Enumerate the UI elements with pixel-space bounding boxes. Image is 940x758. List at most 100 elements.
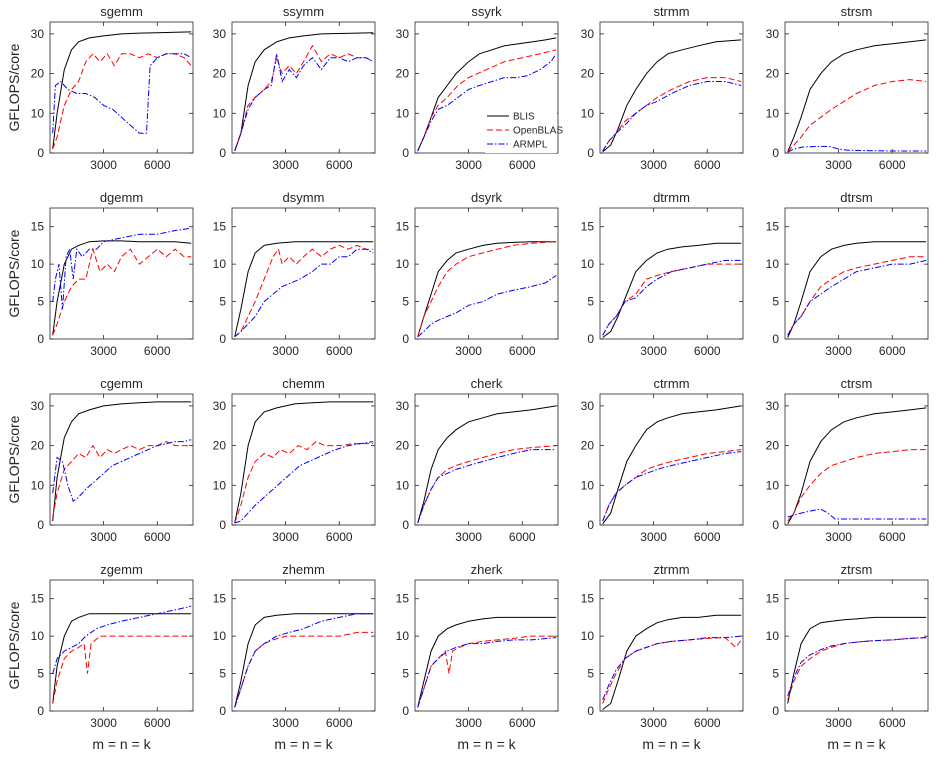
y-tick-label: 0: [37, 332, 44, 346]
y-tick-label: 15: [31, 592, 45, 606]
subplot-title: ctrsm: [841, 376, 873, 391]
y-tick-label: 0: [772, 146, 779, 160]
x-axis-label: m = n = k: [274, 736, 333, 752]
y-tick-label: 30: [396, 399, 410, 413]
x-tick-label: 3000: [90, 530, 117, 544]
y-tick-label: 30: [766, 27, 780, 41]
axes-box: [599, 21, 744, 154]
y-tick-label: 30: [31, 399, 45, 413]
series-line-openblas: [602, 449, 742, 522]
subplot-title: ctrmm: [653, 376, 689, 391]
x-tick-label: 3000: [455, 530, 482, 544]
subplot-ssymm: ssymm 0 10 20 30 3000 6000: [213, 4, 376, 172]
y-axis-label: GFLOPS/core: [6, 415, 22, 503]
y-tick-label: 5: [772, 667, 779, 681]
axes-box: [599, 579, 744, 712]
y-tick-label: 15: [213, 220, 227, 234]
x-tick-label: 6000: [879, 344, 906, 358]
series-line-armpl: [52, 227, 192, 310]
y-tick-label: 10: [396, 478, 410, 492]
x-tick-label: 3000: [272, 158, 299, 172]
series-line-openblas: [52, 441, 192, 518]
y-tick-label: 5: [587, 667, 594, 681]
axes-box: [784, 21, 929, 154]
series-line-armpl: [417, 53, 557, 152]
y-tick-label: 0: [402, 518, 409, 532]
x-axis-label: m = n = k: [642, 736, 701, 752]
y-tick-label: 5: [402, 295, 409, 309]
y-tick-label: 10: [31, 106, 45, 120]
y-axis-label: GFLOPS/core: [6, 43, 22, 131]
legend-label-blis: BLIS: [513, 112, 535, 123]
x-tick-label: 3000: [455, 716, 482, 730]
y-tick-label: 0: [402, 146, 409, 160]
series-line-blis: [602, 405, 742, 525]
x-tick-label: 6000: [144, 344, 171, 358]
series-line-blis: [417, 37, 557, 152]
x-tick-label: 3000: [825, 158, 852, 172]
series-line-blis: [52, 613, 192, 704]
axes-box: [49, 207, 194, 340]
series-line-blis: [602, 242, 742, 338]
y-tick-label: 5: [402, 667, 409, 681]
axes-box: [784, 207, 929, 340]
y-tick-label: 30: [213, 27, 227, 41]
series-line-armpl: [602, 451, 742, 522]
series-line-blis: [234, 401, 374, 524]
y-tick-label: 5: [37, 667, 44, 681]
y-tick-label: 30: [213, 399, 227, 413]
subplot-zgemm: zgemm 0 5 10 15 3000 6000 GFLOPS/core m = n = k: [6, 562, 194, 752]
y-tick-label: 10: [31, 257, 45, 271]
x-tick-label: 6000: [879, 716, 906, 730]
y-tick-label: 15: [766, 220, 780, 234]
subplot-title: cherk: [471, 376, 503, 391]
series-line-openblas: [52, 52, 192, 150]
y-tick-label: 15: [766, 592, 780, 606]
x-tick-label: 6000: [326, 530, 353, 544]
x-tick-label: 3000: [455, 344, 482, 358]
subplot-strsm: strsm 0 10 20 30 3000 6000: [766, 4, 929, 172]
subplot-title: dsyrk: [471, 190, 503, 205]
x-tick-label: 6000: [326, 344, 353, 358]
y-tick-label: 0: [37, 146, 44, 160]
series-line-blis: [52, 31, 192, 150]
subplot-chemm: chemm 0 10 20 30 3000 6000: [213, 376, 376, 544]
y-tick-label: 0: [772, 704, 779, 718]
y-tick-label: 5: [219, 295, 226, 309]
axes-box: [414, 579, 559, 712]
x-tick-label: 3000: [90, 158, 117, 172]
series-line-armpl: [417, 637, 557, 708]
y-tick-label: 15: [581, 592, 595, 606]
series-line-openblas: [787, 79, 927, 153]
axes-box: [414, 207, 559, 340]
x-tick-label: 6000: [326, 716, 353, 730]
x-tick-label: 3000: [825, 344, 852, 358]
y-tick-label: 0: [37, 704, 44, 718]
y-tick-label: 15: [396, 220, 410, 234]
y-tick-label: 20: [766, 67, 780, 81]
y-tick-label: 0: [772, 518, 779, 532]
x-tick-label: 6000: [144, 530, 171, 544]
series-line-openblas: [787, 449, 927, 522]
y-tick-label: 10: [396, 106, 410, 120]
y-tick-label: 0: [402, 704, 409, 718]
series-line-openblas: [52, 247, 192, 336]
y-tick-label: 20: [581, 439, 595, 453]
series-line-blis: [234, 241, 374, 337]
subplot-cgemm: cgemm 0 10 20 30 3000 6000 GFLOPS/core: [6, 376, 194, 544]
y-tick-label: 5: [219, 667, 226, 681]
axes-box: [49, 579, 194, 712]
subplot-strmm: strmm 0 10 20 30 3000 6000: [581, 4, 744, 172]
series-line-blis: [787, 407, 927, 525]
legend-label-openblas: OpenBLAS: [513, 126, 563, 137]
x-tick-label: 6000: [509, 158, 536, 172]
series-line-armpl: [787, 145, 927, 153]
subplot-title: sgemm: [100, 4, 143, 19]
series-line-openblas: [417, 635, 557, 708]
x-axis-label: m = n = k: [92, 736, 151, 752]
subplot-title: dtrsm: [840, 190, 873, 205]
y-tick-label: 20: [31, 439, 45, 453]
x-axis-label: m = n = k: [457, 736, 516, 752]
y-tick-label: 15: [213, 592, 227, 606]
series-line-blis: [52, 240, 192, 336]
